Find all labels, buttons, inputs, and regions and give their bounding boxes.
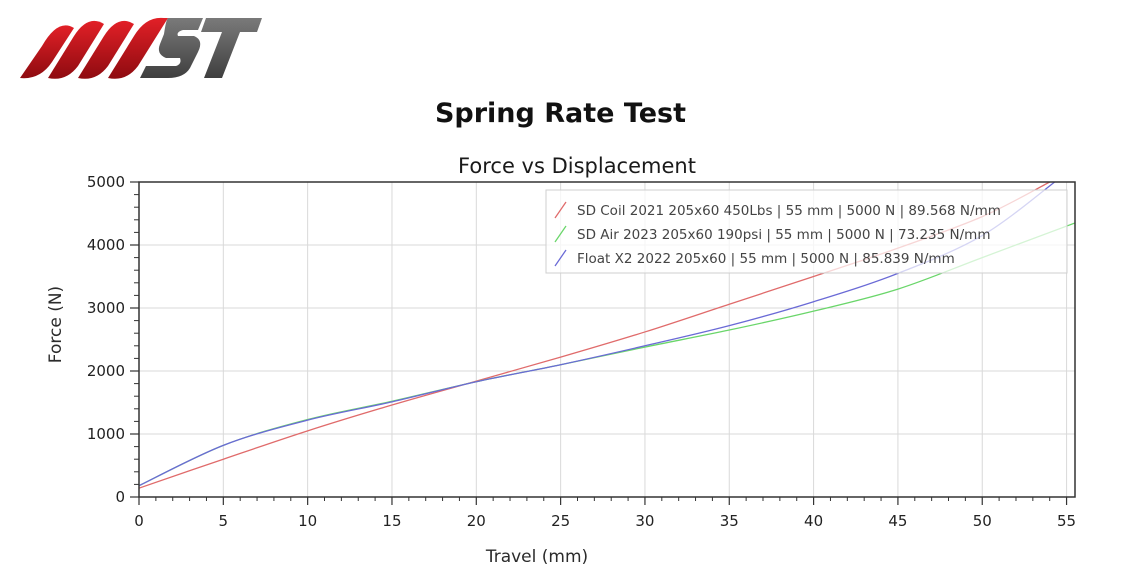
mst-logo [20,17,262,79]
chart-subtitle: Force vs Displacement [458,154,696,178]
plot-frame [138,181,1076,498]
y-tick-label: 1000 [87,425,125,443]
x-tick-label: 35 [720,512,739,530]
x-tick-label: 25 [551,512,570,530]
legend-label-2: SD Air 2023 205x60 190psi | 55 mm | 5000… [577,227,990,243]
y-tick-label: 5000 [87,173,125,191]
legend-label-1: SD Coil 2021 205x60 450Lbs | 55 mm | 500… [577,203,1001,219]
legend-box [545,189,1068,274]
x-tick-label: 55 [1057,512,1076,530]
page-title: Spring Rate Test [434,98,687,129]
x-tick-label: 20 [467,512,486,530]
legend-swatch-2 [554,225,567,243]
chart-legend: SD Coil 2021 205x60 450Lbs | 55 mm | 500… [545,189,1068,274]
y-tick-label: 3000 [87,299,125,317]
x-tick-label: 40 [804,512,823,530]
x-tick-label: 10 [298,512,317,530]
x-tick-label: 15 [382,512,401,530]
y-tick-label: 2000 [87,362,125,380]
chart-ticks: 0 5 10 15 20 25 30 35 40 45 50 55 0 1000 2000 3000 4000 5… [87,173,1076,530]
y-tick-label: 0 [115,488,125,506]
y-tick-label: 4000 [87,236,125,254]
x-tick-label: 30 [635,512,654,530]
legend-swatch-3 [554,249,567,267]
legend-swatch-1 [554,201,567,219]
legend-label-3: Float X2 2022 205x60 | 55 mm | 5000 N | … [577,251,955,267]
x-tick-label: 45 [888,512,907,530]
x-tick-label: 50 [973,512,992,530]
x-tick-label: 5 [219,512,229,530]
x-tick-label: 0 [134,512,144,530]
y-axis-title: Force (N) [46,286,66,363]
x-axis-title: Travel (mm) [485,547,588,567]
